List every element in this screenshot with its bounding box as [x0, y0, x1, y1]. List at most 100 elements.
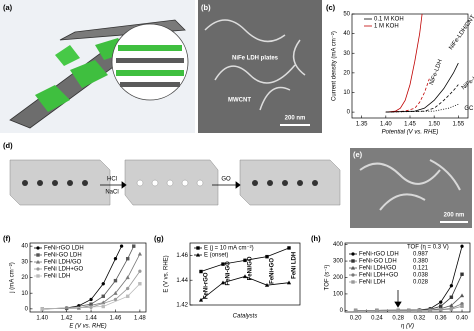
marker [36, 274, 40, 278]
annotation: NiFe LDH plates [232, 56, 279, 62]
series-line [385, 84, 459, 113]
marker [428, 308, 432, 312]
legend-value: 0.380 [413, 259, 429, 265]
marker [439, 308, 443, 312]
y-tick-label: 1.44 [176, 278, 188, 284]
marker [113, 290, 118, 295]
marker [350, 265, 356, 270]
y-tick-label: 0 [25, 306, 29, 312]
marker [119, 244, 124, 248]
marker [36, 253, 40, 257]
marker [460, 272, 464, 276]
legend-label: 0.1 M KOH [374, 17, 404, 23]
marker [264, 282, 270, 287]
marker [125, 294, 130, 299]
y-tick-label: 40 [21, 244, 28, 250]
marker [243, 258, 247, 263]
panel-label: (b) [201, 3, 211, 12]
legend-label: E (j = 10 mA cm⁻²) [204, 246, 254, 252]
legend-label: 1 M KOH [374, 24, 399, 30]
panel-label: (e) [353, 150, 363, 159]
arrow-label: NaCl [105, 190, 118, 196]
legend-label: E (onset) [204, 253, 228, 259]
y-tick-label: 20 [21, 275, 28, 281]
marker [138, 269, 142, 273]
marker [351, 259, 355, 263]
x-tick-label: 0.36 [435, 316, 447, 322]
panel-label: (a) [3, 3, 13, 12]
marker [113, 297, 118, 302]
marker [125, 275, 130, 280]
marker [36, 267, 40, 271]
marker [137, 251, 143, 256]
category-label: FeNi LDH [292, 252, 298, 279]
marker [125, 286, 130, 291]
x-axis-label: Potential (V vs. RHE) [382, 130, 439, 136]
y-tick-label: 20 [343, 70, 350, 76]
y-tick-label: 200 [333, 275, 344, 281]
category-label: FeNi+GO [270, 258, 276, 284]
series-line [42, 283, 141, 310]
y-axis-label: j (mA cm⁻²) [10, 262, 16, 294]
marker [351, 280, 355, 284]
series-line [385, 62, 459, 113]
x-axis-label: Catalysts [233, 314, 258, 320]
annotation: MWCNT [228, 98, 251, 104]
marker [198, 297, 204, 302]
x-tick-label: 0.40 [456, 316, 468, 322]
y-axis-label: TOF (s⁻¹) [325, 265, 331, 291]
marker [353, 308, 358, 313]
legend-title: TOF (η = 0.3 V) [407, 245, 449, 251]
marker [89, 297, 93, 302]
category-label: FeNi-GO [226, 261, 232, 286]
marker [221, 262, 225, 266]
marker [460, 304, 464, 308]
x-tick-label: 1.46 [110, 316, 122, 322]
legend-value: 0.987 [413, 252, 429, 258]
y-tick-label: 100 [333, 292, 344, 298]
legend-label: FeNi-GO LDH [44, 253, 82, 259]
panel-label: (c) [326, 3, 336, 12]
marker [113, 278, 118, 283]
legend-label: FeNi LDH [359, 280, 385, 286]
marker [375, 308, 379, 313]
marker [113, 256, 118, 261]
legend-label: FeNi-rGO LDH [44, 246, 84, 252]
y-axis-label: Current density (mA cm⁻²) [332, 31, 338, 101]
panel-label: (g) [154, 234, 164, 243]
marker [460, 244, 464, 248]
y-tick-label: 30 [343, 51, 350, 57]
curve-label: GC [464, 106, 474, 112]
tof-arrow [394, 290, 402, 308]
x-tick-label: 1.45 [404, 122, 416, 128]
category-label: FeNi/GO [248, 256, 254, 280]
legend-label: FeNi LDH/GO [44, 260, 82, 266]
y-tick-label: 0 [347, 110, 351, 116]
marker [101, 282, 105, 286]
marker [125, 256, 130, 261]
marker [449, 295, 454, 299]
panel-label: (f) [3, 234, 11, 243]
arrows [100, 181, 241, 189]
marker [101, 294, 105, 299]
x-tick-label: 0.24 [371, 316, 383, 322]
scale-bar-label: 200 nm [285, 116, 306, 122]
legend-label: FeNi-GO LDH [359, 259, 397, 265]
marker [287, 246, 291, 250]
x-tick-label: 0.20 [350, 316, 362, 322]
marker [265, 254, 269, 259]
x-tick-label: 1.35 [356, 122, 368, 128]
marker [242, 274, 248, 279]
marker [132, 244, 136, 248]
marker [196, 246, 200, 250]
marker [407, 308, 411, 313]
y-tick-label: 300 [333, 259, 344, 265]
y-tick-label: 10 [21, 291, 28, 297]
category-label: FeNi-rGO [204, 272, 210, 299]
marker [439, 300, 443, 304]
legend-label: FeNi LDH+GO [44, 267, 84, 273]
legend-value: 0.038 [413, 273, 429, 279]
y-tick-label: 10 [343, 90, 350, 96]
legend-label: FeNi LDH/GO [359, 266, 397, 272]
